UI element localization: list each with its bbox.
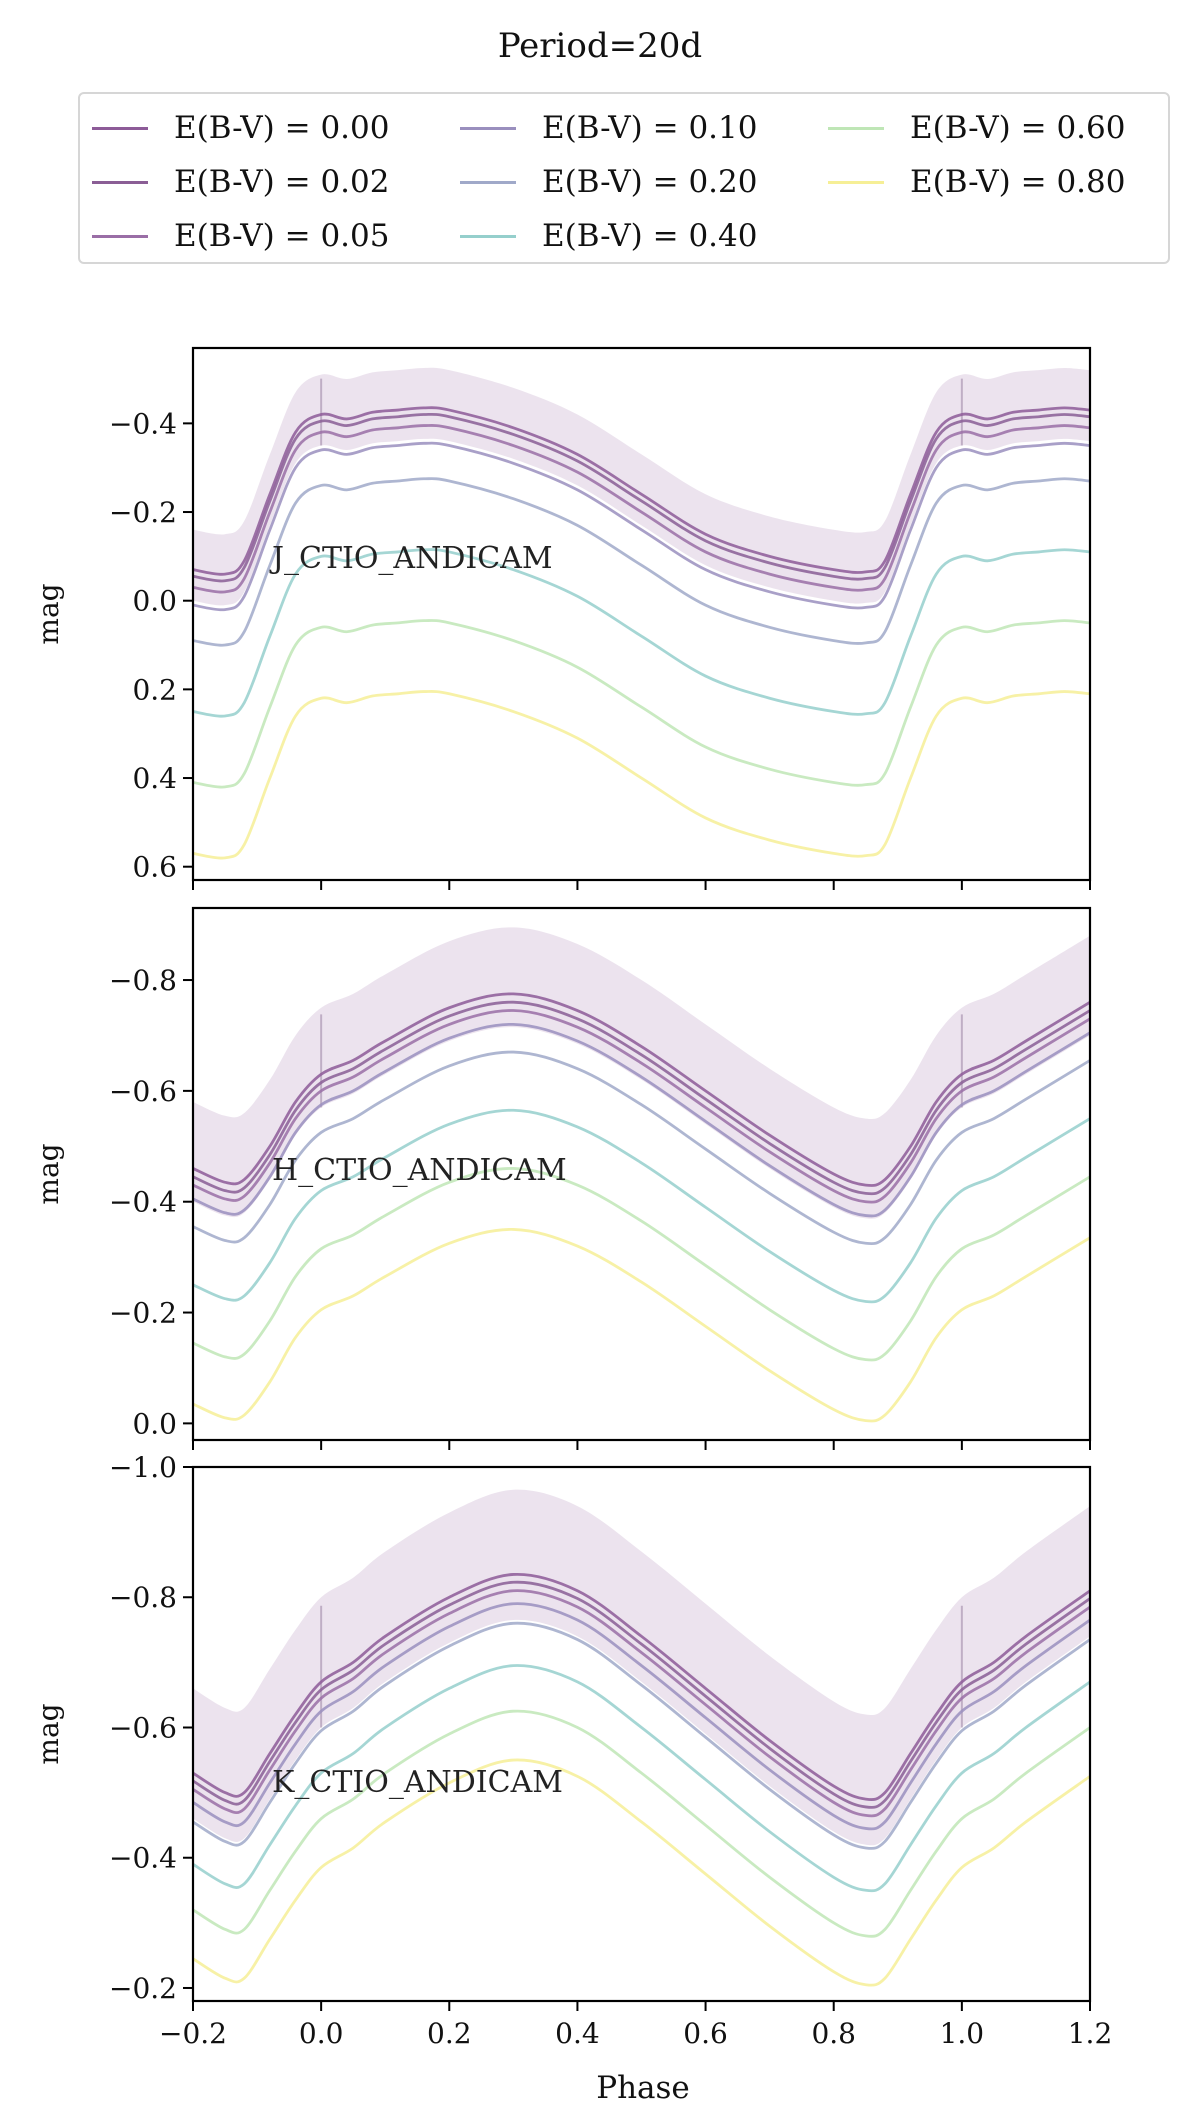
series-line	[193, 1108, 1090, 1304]
legend-swatch	[460, 234, 516, 238]
legend-entry: E(B-V) = 0.20	[460, 162, 758, 202]
y-tick-label: −0.4	[109, 1842, 177, 1875]
series-line	[193, 1664, 1090, 1893]
y-tick-label: 0.2	[132, 673, 177, 706]
x-tick-label: 0.6	[683, 2017, 728, 2050]
legend-swatch	[92, 180, 148, 184]
series-line	[193, 1000, 1090, 1196]
y-tick-label: −0.8	[109, 1581, 177, 1614]
plot-area	[193, 367, 1090, 860]
series-line	[193, 1050, 1090, 1246]
y-tick-label: 0.0	[132, 1407, 177, 1440]
series-line	[193, 441, 1090, 612]
plot-area	[193, 1489, 1090, 1987]
y-tick-label: −0.2	[109, 496, 177, 529]
y-tick-label: 0.4	[132, 762, 177, 795]
y-tick-label: −0.2	[109, 1972, 177, 2005]
series-line	[193, 1572, 1090, 1802]
legend-swatch	[828, 126, 884, 130]
axes-frame	[191, 1465, 1092, 2003]
y-axis-label: mag	[32, 1143, 65, 1204]
series-line	[193, 1009, 1090, 1204]
y-tick-label: −0.8	[109, 964, 177, 997]
series-line	[193, 992, 1090, 1187]
axes-frame	[191, 906, 1092, 1442]
y-tick-label: −0.6	[109, 1075, 177, 1108]
x-tick-label: 0.2	[427, 2017, 472, 2050]
legend-label: E(B-V) = 0.20	[542, 164, 758, 200]
legend: E(B-V) = 0.00 E(B-V) = 0.02 E(B-V) = 0.0…	[78, 92, 1170, 264]
legend-entry: E(B-V) = 0.60	[828, 108, 1126, 148]
x-tick-label: 0.0	[299, 2017, 344, 2050]
series-line	[193, 1589, 1090, 1818]
x-tick-label: 0.4	[555, 2017, 600, 2050]
legend-label: E(B-V) = 0.00	[174, 110, 390, 146]
figure-title: Period=20d	[497, 26, 703, 66]
legend-swatch	[460, 126, 516, 130]
panel-k: −1.0 −0.8 −0.6 −0.4 −0.2 −0.2 0.0 0.2 0.4 0.6 0.8 1…	[32, 1451, 1112, 2050]
y-axis-label: mag	[32, 583, 65, 644]
legend-label: E(B-V) = 0.40	[542, 218, 758, 254]
axes-frame	[191, 346, 1092, 882]
legend-swatch	[92, 234, 148, 238]
series-line	[193, 1580, 1090, 1809]
legend-label: E(B-V) = 0.02	[174, 164, 390, 200]
series-line	[193, 1709, 1090, 1938]
legend-entry: E(B-V) = 0.10	[460, 108, 758, 148]
legend-label: E(B-V) = 0.05	[174, 218, 390, 254]
legend-entry: E(B-V) = 0.02	[92, 162, 390, 202]
y-axis-label: mag	[32, 1703, 65, 1764]
series-line	[193, 1167, 1090, 1362]
x-tick-label: −0.2	[159, 2017, 227, 2050]
series-line	[193, 477, 1090, 647]
y-tick-label: −1.0	[109, 1451, 177, 1484]
y-tick-label: −0.4	[109, 407, 177, 440]
panel-j: −0.4 −0.2 0.0 0.2 0.4 0.6 mag J_CTIO_ANDICAM	[32, 346, 1092, 890]
series-line	[193, 412, 1090, 583]
series-line	[193, 1621, 1090, 1850]
x-axis-label: Phase	[596, 2070, 690, 2106]
series-line	[193, 619, 1090, 789]
series-line	[193, 1228, 1090, 1423]
legend-label: E(B-V) = 0.80	[910, 164, 1126, 200]
legend-entry: E(B-V) = 0.00	[92, 108, 390, 148]
legend-entry: E(B-V) = 0.40	[460, 216, 758, 256]
legend-label: E(B-V) = 0.10	[542, 110, 758, 146]
plot-area	[193, 927, 1090, 1423]
uncertainty-band	[193, 1489, 1090, 1846]
y-tick-label: 0.6	[132, 851, 177, 884]
y-tick-label: −0.2	[109, 1297, 177, 1330]
series-line	[193, 1602, 1090, 1831]
band-name-label: K_CTIO_ANDICAM	[272, 1765, 563, 1800]
series-line	[193, 1758, 1090, 1987]
series-line	[193, 690, 1090, 860]
panel-h: −0.8 −0.6 −0.4 −0.2 0.0 mag H_CTIO_ANDICAM	[32, 906, 1092, 1450]
x-tick-label: 1.2	[1068, 2017, 1113, 2050]
band-name-label: H_CTIO_ANDICAM	[272, 1153, 567, 1188]
legend-label: E(B-V) = 0.60	[910, 110, 1126, 146]
series-line	[193, 424, 1090, 594]
y-tick-label: −0.4	[109, 1186, 177, 1219]
series-line	[193, 548, 1090, 718]
uncertainty-band	[193, 927, 1090, 1219]
legend-swatch	[828, 180, 884, 184]
legend-swatch	[92, 126, 148, 130]
legend-entry: E(B-V) = 0.05	[92, 216, 390, 256]
x-tick-label: 1.0	[940, 2017, 985, 2050]
legend-swatch	[460, 180, 516, 184]
y-tick-label: −0.6	[109, 1711, 177, 1744]
legend-entry: E(B-V) = 0.80	[828, 162, 1126, 202]
series-line	[193, 406, 1090, 576]
x-tick-label: 0.8	[811, 2017, 856, 2050]
y-tick-label: 0.0	[132, 585, 177, 618]
band-name-label: J_CTIO_ANDICAM	[269, 541, 553, 576]
series-line	[193, 1022, 1090, 1218]
